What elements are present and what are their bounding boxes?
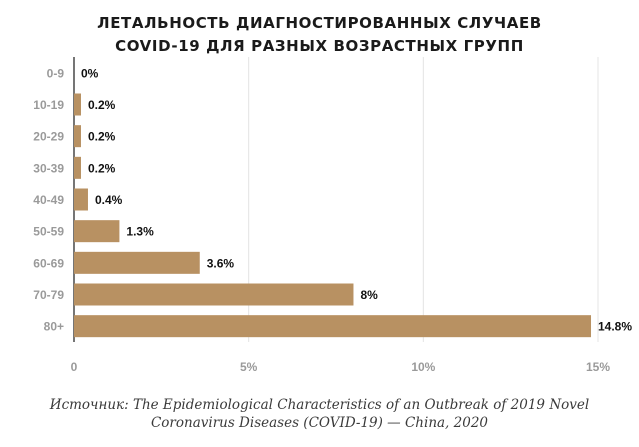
category-label: 40-49 (33, 193, 64, 207)
bar (74, 125, 81, 148)
x-tick-label: 15% (586, 360, 610, 374)
bar (74, 188, 88, 211)
value-label: 0% (81, 66, 99, 80)
category-label: 50-59 (33, 225, 64, 239)
bar (74, 93, 81, 116)
x-tick-label: 10% (411, 360, 435, 374)
bar (74, 220, 120, 243)
bar (74, 283, 354, 306)
value-labels: 0% 0.2% 0.2% 0.2% 0.4% 1.3% 3.6% 8% 14.8% (81, 66, 632, 333)
x-tick-label: 5% (240, 360, 258, 374)
source-note-line-2: Coronavirus Diseases (COVID-19) — China,… (150, 415, 489, 431)
value-label: 0.2% (88, 161, 116, 175)
category-label: 60-69 (33, 256, 64, 270)
category-label: 30-39 (33, 161, 64, 175)
value-label: 8% (360, 288, 378, 302)
bar (74, 156, 81, 179)
category-label: 0-9 (47, 66, 65, 80)
value-label: 0.2% (88, 130, 116, 144)
x-axis-ticks: 0 5% 10% 15% (71, 360, 611, 374)
category-label: 70-79 (33, 288, 64, 302)
chart-title-line-2: COVID-19 ДЛЯ РАЗНЫХ ВОЗРАСТНЫХ ГРУПП (115, 37, 524, 55)
chart-title-line-1: ЛЕТАЛЬНОСТЬ ДИАГНОСТИРОВАННЫХ СЛУЧАЕВ (97, 14, 542, 32)
bars (74, 93, 592, 338)
value-label: 0.2% (88, 98, 116, 112)
x-tick-label: 0 (71, 360, 78, 374)
value-label: 14.8% (598, 320, 632, 334)
category-label: 10-19 (33, 98, 64, 112)
value-label: 3.6% (207, 256, 235, 270)
category-label: 80+ (44, 320, 64, 334)
bar (74, 315, 592, 338)
category-label: 20-29 (33, 130, 64, 144)
bar (74, 251, 200, 274)
value-label: 0.4% (95, 193, 123, 207)
value-label: 1.3% (126, 225, 154, 239)
source-note-line-1: Источник: The Epidemiological Characteri… (49, 397, 590, 413)
category-labels: 0-9 10-19 20-29 30-39 40-49 50-59 60-69 70-79 80… (33, 66, 64, 333)
